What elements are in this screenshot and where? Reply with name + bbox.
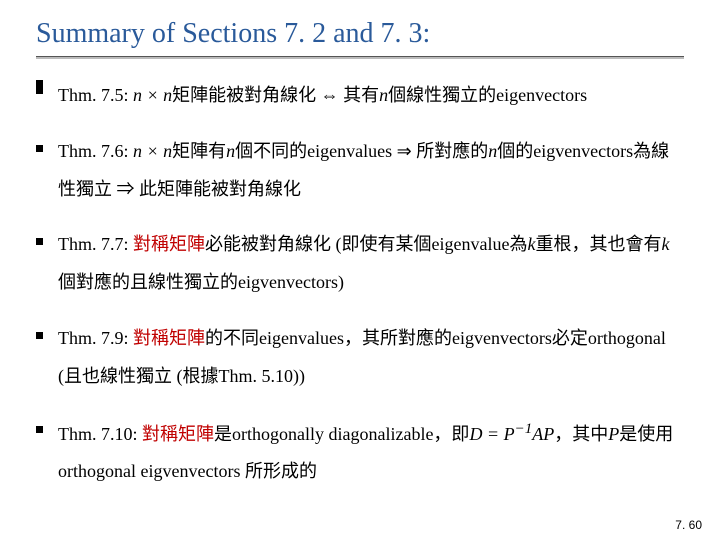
- theorem-item: Thm. 7.5: n × n矩陣能被對角線化 ⇔ 其有n個線性獨立的eigen…: [36, 77, 684, 115]
- title-underline: [36, 56, 684, 59]
- theorem-text: Thm. 7.9: 對稱矩陣的不同eigenvalues，其所對應的eigven…: [58, 328, 666, 386]
- bullet-icon: [36, 145, 43, 152]
- theorem-text: Thm. 7.5: n × n矩陣能被對角線化 ⇔ 其有n個線性獨立的eigen…: [58, 85, 587, 105]
- theorem-item: Thm. 7.10: 對稱矩陣是orthogonally diagonaliza…: [36, 414, 684, 492]
- bullet-icon: [36, 238, 43, 245]
- theorem-item: Thm. 7.6: n × n矩陣有n個不同的eigenvalues ⇒ 所對應…: [36, 133, 684, 209]
- page-number: 7. 60: [675, 518, 702, 532]
- bullet-icon: [36, 332, 43, 339]
- slide-title: Summary of Sections 7. 2 and 7. 3:: [36, 18, 684, 50]
- theorem-list: Thm. 7.5: n × n矩陣能被對角線化 ⇔ 其有n個線性獨立的eigen…: [36, 77, 684, 491]
- theorem-text: Thm. 7.6: n × n矩陣有n個不同的eigenvalues ⇒ 所對應…: [58, 141, 669, 199]
- bullet-icon: [36, 426, 43, 433]
- theorem-item: Thm. 7.7: 對稱矩陣必能被對角線化 (即使有某個eigenvalue為k…: [36, 226, 684, 302]
- theorem-text: Thm. 7.10: 對稱矩陣是orthogonally diagonaliza…: [58, 424, 673, 482]
- bullet-icon: [36, 84, 43, 94]
- theorem-text: Thm. 7.7: 對稱矩陣必能被對角線化 (即使有某個eigenvalue為k…: [58, 234, 669, 292]
- theorem-item: Thm. 7.9: 對稱矩陣的不同eigenvalues，其所對應的eigven…: [36, 320, 684, 396]
